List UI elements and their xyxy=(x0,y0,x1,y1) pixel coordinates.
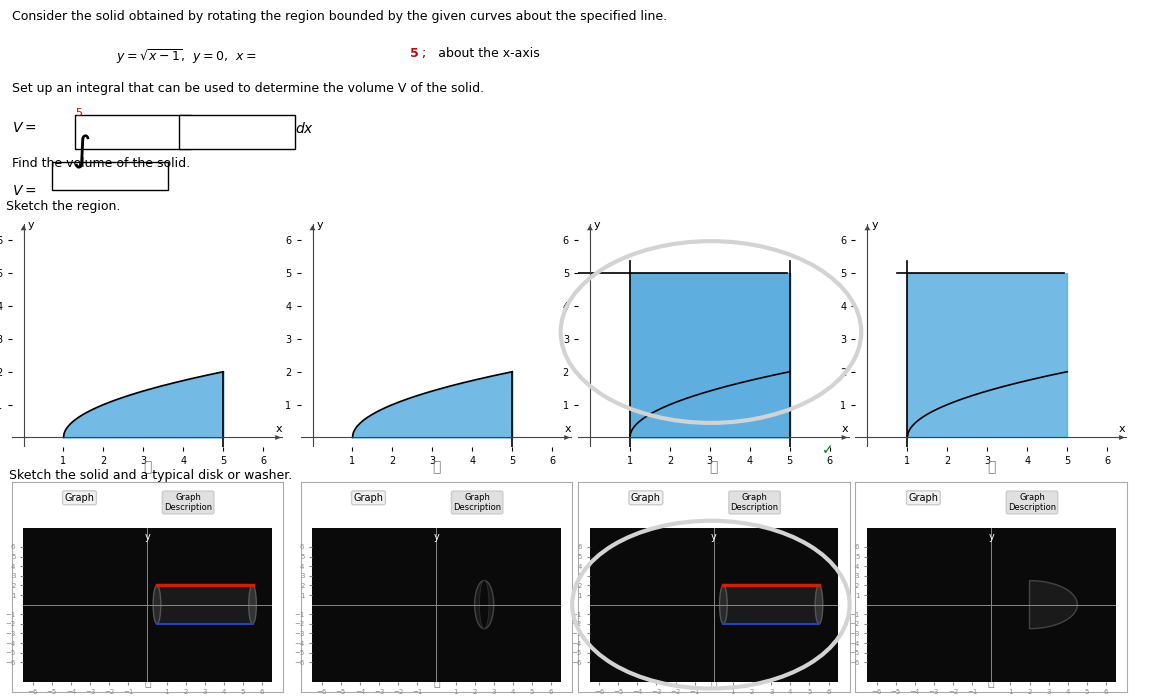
Text: Graph: Graph xyxy=(65,493,95,503)
Text: ⓘ: ⓘ xyxy=(144,678,150,688)
Text: x: x xyxy=(275,424,282,434)
Text: y: y xyxy=(988,532,994,542)
Text: x: x xyxy=(1119,424,1126,434)
Text: Graph: Graph xyxy=(909,493,939,503)
Text: $dx$: $dx$ xyxy=(295,122,314,136)
Text: Graph: Graph xyxy=(354,493,384,503)
Text: Graph: Graph xyxy=(631,493,661,503)
Text: Graph
Description: Graph Description xyxy=(1008,493,1057,512)
Text: $\int$: $\int$ xyxy=(72,133,90,171)
FancyArrow shape xyxy=(830,435,847,440)
Ellipse shape xyxy=(153,586,161,624)
FancyBboxPatch shape xyxy=(75,115,191,149)
Text: $y = \sqrt{x-1}$,  $y = 0$,  $x = $: $y = \sqrt{x-1}$, $y = 0$, $x = $ xyxy=(116,47,257,66)
FancyBboxPatch shape xyxy=(179,115,295,149)
FancyArrow shape xyxy=(865,225,870,240)
FancyArrow shape xyxy=(21,225,27,240)
Text: y: y xyxy=(28,220,35,230)
FancyArrow shape xyxy=(1107,435,1125,440)
FancyBboxPatch shape xyxy=(52,162,168,190)
Ellipse shape xyxy=(815,586,823,624)
Text: ⓘ: ⓘ xyxy=(710,460,718,474)
Text: ⓘ: ⓘ xyxy=(987,460,995,474)
Text: Graph
Description: Graph Description xyxy=(453,493,502,512)
Text: ⓘ: ⓘ xyxy=(143,460,151,474)
FancyArrow shape xyxy=(264,435,281,440)
Polygon shape xyxy=(724,586,818,624)
Text: y: y xyxy=(711,532,717,542)
FancyArrow shape xyxy=(310,225,316,240)
FancyArrow shape xyxy=(587,225,593,240)
Text: y: y xyxy=(872,220,879,230)
Text: 5: 5 xyxy=(410,47,420,60)
Polygon shape xyxy=(157,586,252,624)
Text: y: y xyxy=(144,532,150,542)
FancyArrow shape xyxy=(553,435,570,440)
Ellipse shape xyxy=(719,586,727,624)
Text: ⓘ: ⓘ xyxy=(988,678,994,688)
Text: $V = $: $V = $ xyxy=(12,184,36,198)
Text: 5: 5 xyxy=(75,108,82,117)
Text: y: y xyxy=(434,532,439,542)
Text: Sketch the region.: Sketch the region. xyxy=(6,200,120,212)
Text: Set up an integral that can be used to determine the volume V of the solid.: Set up an integral that can be used to d… xyxy=(12,82,483,95)
Text: y: y xyxy=(317,220,324,230)
Text: Consider the solid obtained by rotating the region bounded by the given curves a: Consider the solid obtained by rotating … xyxy=(12,10,667,23)
Text: ⓘ: ⓘ xyxy=(711,678,717,688)
Text: x: x xyxy=(842,424,849,434)
Ellipse shape xyxy=(249,586,257,624)
Polygon shape xyxy=(1030,581,1077,628)
Text: ⓘ: ⓘ xyxy=(434,678,439,688)
Text: ;   about the x-axis: ; about the x-axis xyxy=(422,47,540,60)
Text: ⓘ: ⓘ xyxy=(432,460,440,474)
Text: $V = $: $V = $ xyxy=(12,122,36,136)
Text: Graph
Description: Graph Description xyxy=(731,493,779,512)
Text: Sketch the solid and a typical disk or washer.: Sketch the solid and a typical disk or w… xyxy=(9,469,292,482)
Text: ✓: ✓ xyxy=(822,443,833,457)
Text: y: y xyxy=(594,220,601,230)
Text: Find the volume of the solid.: Find the volume of the solid. xyxy=(12,157,190,170)
Ellipse shape xyxy=(475,581,494,628)
Ellipse shape xyxy=(480,581,489,628)
Text: Graph
Description: Graph Description xyxy=(164,493,213,512)
Text: x: x xyxy=(564,424,571,434)
